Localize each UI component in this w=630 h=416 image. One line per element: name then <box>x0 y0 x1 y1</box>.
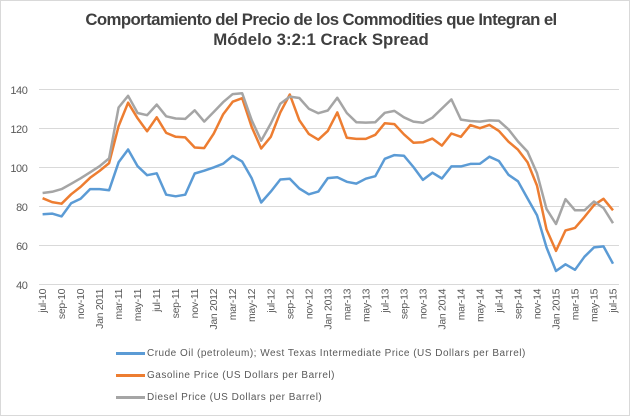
svg-text:jul-13: jul-13 <box>379 288 391 313</box>
svg-text:nov-10: nov-10 <box>75 288 87 319</box>
svg-text:may-11: may-11 <box>132 288 144 321</box>
svg-text:Jan 2013: Jan 2013 <box>322 288 334 329</box>
svg-text:60: 60 <box>16 241 28 253</box>
svg-text:sep-14: sep-14 <box>513 288 525 319</box>
svg-text:120: 120 <box>10 124 27 136</box>
svg-text:nov-11: nov-11 <box>189 288 201 318</box>
svg-text:sep-10: sep-10 <box>56 288 68 319</box>
svg-text:Jan 2012: Jan 2012 <box>208 288 220 329</box>
svg-text:jul-12: jul-12 <box>265 288 277 313</box>
svg-text:sep-11: sep-11 <box>170 288 182 318</box>
svg-text:80: 80 <box>16 202 28 214</box>
svg-text:Jan 2011: Jan 2011 <box>94 288 106 328</box>
svg-text:may-12: may-12 <box>246 288 258 322</box>
svg-text:mar-13: mar-13 <box>341 288 353 320</box>
svg-text:100: 100 <box>10 163 27 175</box>
svg-text:may-14: may-14 <box>474 288 486 322</box>
svg-text:may-13: may-13 <box>360 288 372 322</box>
svg-text:Jan 2014: Jan 2014 <box>436 288 448 329</box>
svg-text:jul-10: jul-10 <box>37 288 49 313</box>
svg-text:nov-13: nov-13 <box>417 288 429 319</box>
svg-text:may-15: may-15 <box>589 288 601 322</box>
svg-text:jul-15: jul-15 <box>608 288 620 313</box>
svg-text:mar-11: mar-11 <box>113 288 125 319</box>
svg-text:140: 140 <box>10 85 27 97</box>
svg-text:mar-14: mar-14 <box>455 288 467 320</box>
svg-text:jul-11: jul-11 <box>151 288 163 313</box>
svg-text:40: 40 <box>16 280 28 292</box>
svg-text:Jan 2015: Jan 2015 <box>551 288 563 329</box>
svg-text:mar-15: mar-15 <box>570 288 582 320</box>
svg-text:nov-14: nov-14 <box>532 288 544 319</box>
svg-text:sep-12: sep-12 <box>284 288 296 319</box>
svg-text:jul-14: jul-14 <box>493 288 505 313</box>
svg-text:sep-13: sep-13 <box>398 288 410 319</box>
svg-text:mar-12: mar-12 <box>227 288 239 320</box>
svg-text:nov-12: nov-12 <box>303 288 315 319</box>
